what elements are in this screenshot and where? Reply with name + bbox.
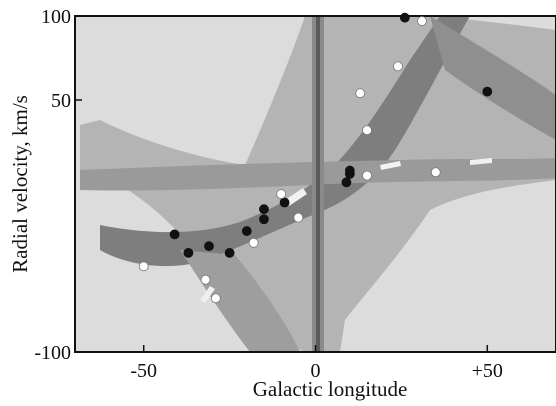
y-tick-label: 50 <box>51 90 71 112</box>
filled-data-point <box>241 226 252 236</box>
open-data-point <box>248 237 259 248</box>
open-data-point <box>430 167 441 178</box>
filled-data-point <box>259 204 269 215</box>
open-data-point <box>355 88 366 99</box>
filled-data-point <box>204 241 214 252</box>
y-tick-label: 100 <box>41 6 71 28</box>
x-tick-label: 0 <box>311 360 321 382</box>
axis-ticks <box>75 15 489 353</box>
filled-data-point <box>169 229 180 240</box>
open-data-point <box>293 212 304 223</box>
filled-data-point <box>482 86 493 97</box>
filled-data-point <box>399 12 410 23</box>
filled-data-point <box>341 177 352 188</box>
open-data-point <box>362 170 372 181</box>
y-tick-label: -100 <box>34 342 71 364</box>
x-axis-label: Galactic longitude <box>253 377 408 401</box>
x-tick-label: +50 <box>472 360 503 382</box>
filled-data-point <box>259 214 269 225</box>
open-data-point <box>210 293 221 304</box>
data-points <box>138 12 493 304</box>
x-tick-label: -50 <box>130 360 157 382</box>
filled-data-point <box>344 165 355 176</box>
filled-data-point <box>279 197 290 208</box>
open-data-point <box>417 16 427 26</box>
open-data-point <box>276 189 287 199</box>
open-data-point <box>138 261 149 272</box>
y-axis-label: Radial velocity, km/s <box>8 95 32 273</box>
tick-labels: -50 0 +50 100 50 -100 <box>34 6 503 382</box>
emission-map <box>75 16 556 352</box>
filled-data-point <box>224 247 235 258</box>
open-data-point <box>362 125 372 136</box>
open-data-point <box>200 274 211 285</box>
filled-data-point <box>183 247 194 258</box>
open-data-point <box>393 61 403 72</box>
